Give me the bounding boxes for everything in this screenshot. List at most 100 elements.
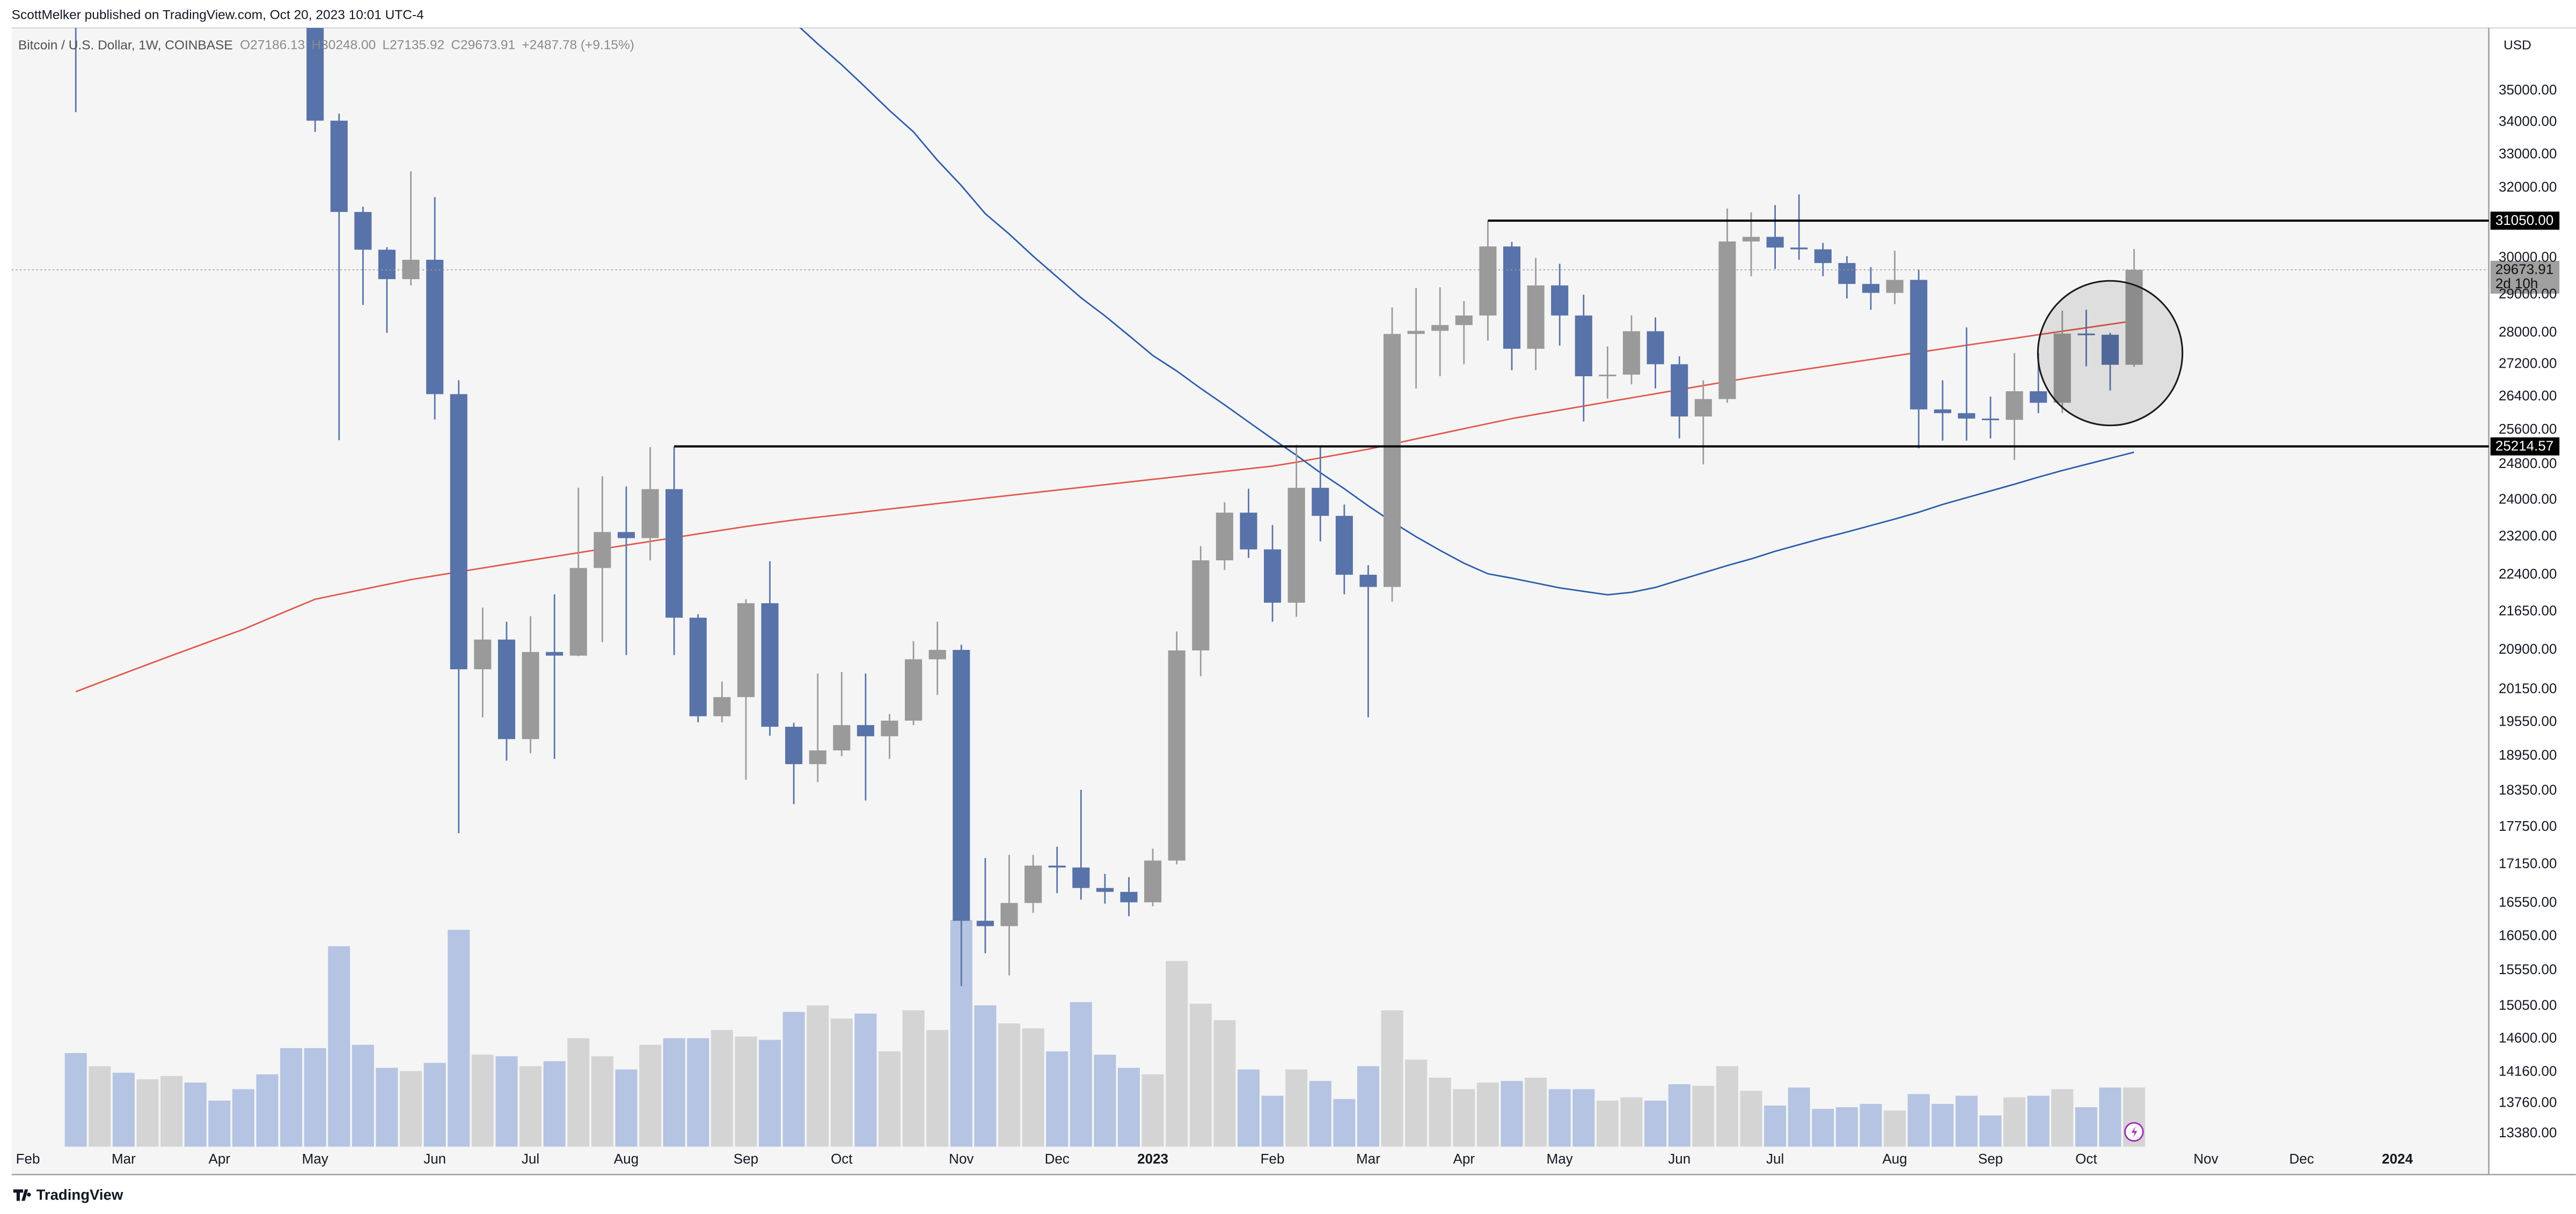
candle-body [881, 720, 898, 736]
volume-bar [902, 1010, 925, 1147]
candle-body [1407, 331, 1425, 334]
y-tick-label: 14600.00 [2499, 1030, 2557, 1046]
volume-bar [1620, 1097, 1643, 1147]
y-tick-label: 18950.00 [2499, 747, 2557, 763]
volume-bar [759, 1040, 781, 1147]
candle-body [1766, 237, 1784, 248]
candle-body [426, 260, 444, 394]
y-tick-label: 28000.00 [2499, 324, 2557, 340]
volume-bar [2099, 1087, 2121, 1147]
volume-bar [1835, 1107, 1858, 1147]
candle-body [1694, 399, 1712, 417]
candle-body [976, 920, 994, 926]
x-tick-label: Mar [112, 1151, 136, 1167]
candle-body [1599, 375, 1616, 377]
candle-body [1671, 364, 1688, 417]
x-tick-label: Aug [614, 1151, 639, 1167]
x-tick-label: Mar [1356, 1151, 1380, 1167]
x-tick-label: Apr [209, 1151, 231, 1167]
candle-body [1264, 549, 1282, 603]
y-tick-label: 15550.00 [2499, 961, 2557, 977]
volume-bar [1501, 1081, 1523, 1147]
volume-bar [64, 1053, 87, 1147]
volume-bar [448, 930, 470, 1147]
volume-bar [400, 1071, 422, 1147]
candle-body [1886, 280, 1904, 293]
x-tick-label: Jul [1766, 1151, 1784, 1167]
x-tick-label: Jul [522, 1151, 539, 1167]
volume-bar [1357, 1066, 1379, 1147]
candle-body [1742, 237, 1760, 242]
volume-bar [1453, 1089, 1475, 1147]
candle-body [1144, 860, 1162, 903]
y-tick-label: 29000.00 [2499, 286, 2557, 302]
x-tick-label: Oct [831, 1151, 853, 1167]
y-tick-label: 24800.00 [2499, 455, 2557, 471]
volume-bar [1333, 1099, 1356, 1147]
candle-body [1072, 867, 1090, 888]
candle-body [1455, 315, 1473, 325]
candle-body [1503, 246, 1521, 349]
level-label: 25214.57 [2496, 438, 2553, 454]
x-tick-label: Nov [2193, 1151, 2218, 1167]
volume-bar [663, 1038, 685, 1147]
volume-bar [352, 1044, 374, 1147]
candle-body [1216, 513, 1233, 561]
candle-body [1335, 516, 1353, 575]
y-tick-label: 16050.00 [2499, 927, 2557, 943]
volume-bar [1884, 1110, 1906, 1147]
candle-body [378, 250, 396, 280]
candle-body [1790, 247, 1808, 250]
candle-body [1958, 413, 1975, 419]
y-tick-label: 24000.00 [2499, 491, 2557, 507]
volume-bar [1764, 1105, 1787, 1147]
x-tick-label: May [302, 1151, 328, 1167]
volume-bar [2075, 1107, 2097, 1147]
volume-bar [2003, 1097, 2026, 1147]
y-tick-label: 17150.00 [2499, 855, 2557, 871]
volume-bar [184, 1083, 207, 1147]
x-tick-label: Dec [2289, 1151, 2314, 1167]
candle-body [306, 28, 324, 121]
volume-bar [1166, 961, 1188, 1147]
candle-body [2006, 391, 2023, 420]
x-tick-label: Feb [1261, 1151, 1285, 1167]
volume-bar [1716, 1066, 1738, 1147]
x-tick-label: Feb [16, 1151, 40, 1167]
x-tick-label: Sep [1978, 1151, 2003, 1167]
volume-bar [639, 1044, 662, 1147]
candle-body [617, 532, 635, 538]
y-tick-label: 35000.00 [2499, 82, 2557, 98]
candle-body [2077, 333, 2095, 335]
volume-bar [2027, 1095, 2050, 1147]
candle-body [2053, 333, 2071, 403]
symbol-title: Bitcoin / U.S. Dollar, 1W, COINBASE [18, 38, 233, 53]
candle-body [1000, 903, 1018, 926]
volume-bar [1070, 1002, 1092, 1147]
level-label-box [2490, 437, 2560, 456]
volume-bar [89, 1066, 111, 1147]
candle-body [1048, 865, 1066, 868]
volume-bar [830, 1018, 853, 1147]
candle-body [928, 649, 946, 660]
plot-background [11, 28, 2489, 1175]
x-tick-label: 2024 [2382, 1151, 2413, 1167]
candle-body [1910, 280, 1928, 409]
candle-body [1312, 487, 1329, 516]
x-tick-label: Aug [1882, 1151, 1907, 1167]
ohlc-line: O27186.13 H30248.00 L27135.92 C29673.91 +248… [240, 38, 634, 53]
candle-body [1120, 891, 1138, 903]
volume-bar [495, 1056, 518, 1147]
x-tick-label: Sep [734, 1151, 758, 1167]
y-tick-label: 26400.00 [2499, 387, 2557, 404]
candle-body [569, 568, 587, 656]
level-label: 31050.00 [2496, 212, 2553, 228]
candle-body [785, 727, 803, 764]
candle-body [1240, 513, 1257, 550]
candle-body [1934, 409, 1951, 413]
y-tick-label: 13380.00 [2499, 1124, 2557, 1140]
candle-body [953, 649, 970, 921]
